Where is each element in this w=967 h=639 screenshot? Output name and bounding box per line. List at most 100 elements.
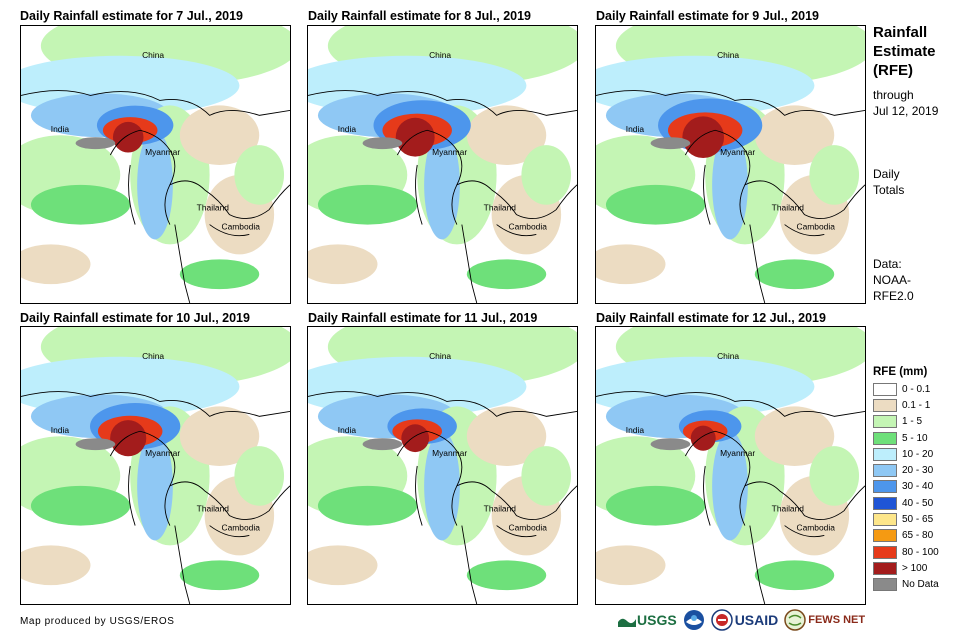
logo-strip: USGS USAID FEWS NET [618,606,865,634]
label-myanmar: Myanmar [145,448,180,458]
legend-label: 65 - 80 [902,530,934,542]
usgs-wave-icon [618,618,636,627]
legend-label: > 100 [902,562,928,574]
totals-text: Totals [873,183,905,197]
legend-swatch [873,513,897,527]
side-title: Rainfall Estimate (RFE) [873,23,936,80]
rainfall-map-1: China India Myanmar Thailand Cambodia [20,25,291,304]
legend-item: 20 - 30 [873,462,939,478]
legend-swatch [873,382,897,396]
legend-swatch [873,496,897,510]
data-source: Data: NOAA- RFE2.0 [873,256,914,304]
label-china: China [717,50,739,60]
map-canvas: China India Myanmar Thailand Cambodia [21,26,290,303]
legend-swatch [873,447,897,461]
legend-swatch [873,398,897,412]
legend-label: 1 - 5 [902,416,923,428]
label-myanmar: Myanmar [432,147,467,157]
label-china: China [717,351,739,361]
legend-label: 0 - 0.1 [902,383,931,395]
daily-text: Daily [873,167,900,181]
label-thailand: Thailand [772,203,805,213]
legend-swatch [873,480,897,494]
data-label: Data: [873,257,902,271]
legend-label: No Data [902,579,939,591]
fewsnet-logo: FEWS NET [784,609,865,631]
label-cambodia: Cambodia [509,222,548,232]
legend: RFE (mm) 0 - 0.1 0.1 - 1 1 - 5 5 - 10 10 - 2… [873,366,939,593]
label-india: India [51,124,70,134]
legend-label: 40 - 50 [902,497,934,509]
legend-swatch [873,529,897,543]
fewsnet-logo-text: FEWS NET [808,614,866,626]
legend-swatch [873,545,897,559]
legend-item: 0.1 - 1 [873,397,939,413]
legend-swatch [873,561,897,575]
label-china: China [142,50,164,60]
fewsnet-globe-icon [784,609,806,631]
legend-label: 10 - 20 [902,448,934,460]
credit-text: Map produced by USGS/EROS [20,616,175,627]
label-thailand: Thailand [197,203,230,213]
label-myanmar: Myanmar [720,147,755,157]
label-cambodia: Cambodia [222,222,261,232]
legend-label: 30 - 40 [902,481,934,493]
panel-title-5: Daily Rainfall estimate for 11 Jul., 201… [308,311,538,325]
map-canvas: China India Myanmar Thailand Cambodia [21,327,290,604]
legend-label: 0.1 - 1 [902,399,931,411]
legend-item: 10 - 20 [873,446,939,462]
data-source-line1: NOAA- [873,273,912,287]
label-cambodia: Cambodia [222,523,261,533]
label-thailand: Thailand [484,504,517,514]
through-date: Jul 12, 2019 [873,104,939,118]
map-canvas: China India Myanmar Thailand Cambodia [596,26,865,303]
rainfall-map-6: China India Myanmar Thailand Cambodia [595,326,866,605]
legend-item: 30 - 40 [873,479,939,495]
legend-item: No Data [873,577,939,593]
legend-swatch [873,578,897,592]
label-thailand: Thailand [772,504,805,514]
label-myanmar: Myanmar [145,147,180,157]
label-china: China [142,351,164,361]
usgs-logo: USGS [618,612,677,628]
legend-item: 80 - 100 [873,544,939,560]
label-thailand: Thailand [484,203,517,213]
label-cambodia: Cambodia [509,523,548,533]
noaa-logo [683,609,705,631]
legend-item: 0 - 0.1 [873,381,939,397]
side-title-line2: Estimate [873,43,936,60]
legend-label: 5 - 10 [902,432,928,444]
map-canvas: China India Myanmar Thailand Cambodia [308,26,577,303]
usaid-logo: USAID [710,609,779,631]
rainfall-map-2: China India Myanmar Thailand Cambodia [307,25,578,304]
side-title-line1: Rainfall [873,24,928,41]
daily-totals: Daily Totals [873,166,904,198]
usgs-logo-text: USGS [637,612,677,628]
label-cambodia: Cambodia [797,523,836,533]
legend-swatch [873,415,897,429]
label-china: China [429,50,451,60]
usaid-seal-icon [710,609,733,631]
panel-title-4: Daily Rainfall estimate for 10 Jul., 201… [20,311,250,325]
legend-label: 80 - 100 [902,546,939,558]
label-india: India [51,425,70,435]
legend-swatch [873,464,897,478]
label-india: India [626,124,645,134]
usaid-logo-text: USAID [734,612,779,628]
through-block: through Jul 12, 2019 [873,87,938,119]
legend-item: > 100 [873,560,939,576]
legend-item: 5 - 10 [873,430,939,446]
panel-title-2: Daily Rainfall estimate for 8 Jul., 2019 [308,9,532,23]
rainfall-map-5: China India Myanmar Thailand Cambodia [307,326,578,605]
side-title-line3: (RFE) [873,62,913,79]
legend-label: 20 - 30 [902,465,934,477]
label-cambodia: Cambodia [797,222,836,232]
noaa-seal-icon [683,610,704,630]
legend-swatch [873,431,897,445]
label-china: China [429,351,451,361]
label-thailand: Thailand [197,504,230,514]
panel-title-3: Daily Rainfall estimate for 9 Jul., 2019 [596,9,820,23]
panel-title-1: Daily Rainfall estimate for 7 Jul., 2019 [20,9,244,23]
legend-label: 50 - 65 [902,514,934,526]
legend-item: 40 - 50 [873,495,939,511]
